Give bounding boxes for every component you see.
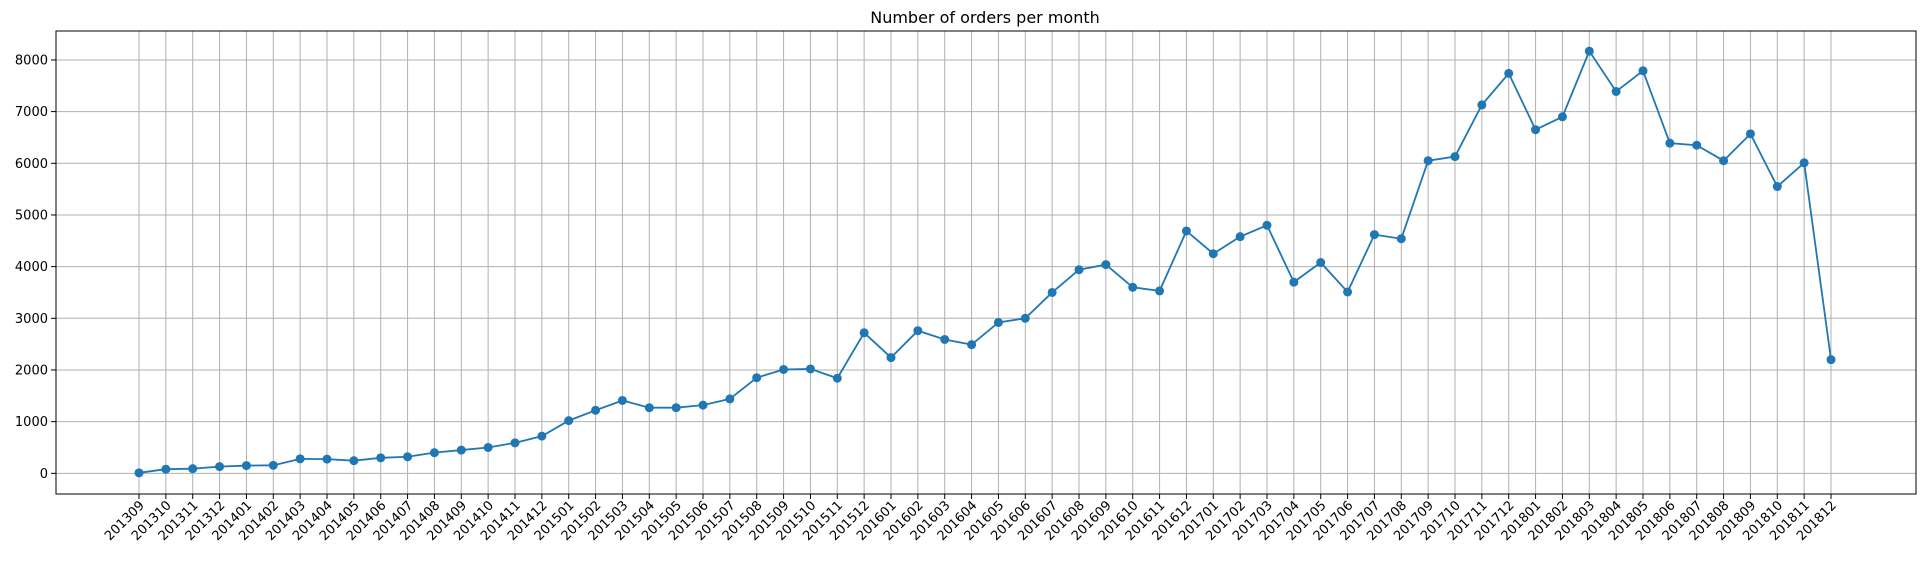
data-point <box>1772 182 1782 192</box>
data-point <box>1343 287 1353 297</box>
data-point <box>1504 68 1514 78</box>
data-point <box>483 442 493 452</box>
data-point <box>617 395 627 405</box>
grid <box>56 31 1916 494</box>
data-point <box>1396 234 1406 244</box>
data-point <box>1692 140 1702 150</box>
data-point <box>1719 156 1729 166</box>
y-tick-label: 0 <box>40 467 48 482</box>
data-point <box>779 364 789 374</box>
y-tick-label: 1000 <box>15 415 48 430</box>
data-point <box>1450 152 1460 162</box>
data-point <box>429 448 439 458</box>
x-axis: 2013092013102013112013122014012014022014… <box>102 494 1840 544</box>
data-point <box>456 445 466 455</box>
data-point <box>1262 220 1272 230</box>
series-layer <box>134 46 1836 478</box>
y-tick-label: 2000 <box>15 363 48 378</box>
y-axis: 0 1000 2000 3000 4000 5000 6000 7000 8000 <box>15 53 56 482</box>
series-line <box>138 49 1832 474</box>
data-point <box>1557 112 1567 122</box>
data-point <box>1423 156 1433 166</box>
data-point <box>1316 258 1326 267</box>
data-point <box>564 416 574 426</box>
data-point <box>161 464 171 474</box>
data-point <box>1477 100 1487 110</box>
chart-title: Number of orders per month <box>870 8 1100 27</box>
data-point <box>295 454 305 464</box>
data-point <box>403 452 413 462</box>
data-point <box>241 461 251 471</box>
data-point <box>1826 355 1836 365</box>
data-point <box>1074 265 1084 275</box>
data-point <box>1289 277 1299 287</box>
data-point <box>188 464 198 474</box>
data-point <box>349 456 359 466</box>
data-point <box>1531 125 1541 135</box>
data-point <box>886 353 896 363</box>
data-point <box>376 453 386 463</box>
y-tick-label: 8000 <box>15 53 48 68</box>
data-point <box>832 373 842 383</box>
data-point <box>1638 66 1648 76</box>
data-point <box>1155 286 1165 296</box>
data-point <box>913 326 923 336</box>
plot-frame <box>55 30 1917 495</box>
data-point <box>993 317 1003 327</box>
y-tick-label: 6000 <box>15 157 48 172</box>
data-point <box>1584 46 1594 56</box>
data-point <box>1128 282 1138 292</box>
data-point <box>1020 313 1030 323</box>
data-point <box>268 460 278 470</box>
data-point <box>940 334 950 344</box>
data-point <box>215 462 225 472</box>
data-point <box>1799 158 1809 168</box>
data-point <box>537 431 547 441</box>
data-point <box>591 405 601 415</box>
y-tick-label: 5000 <box>15 208 48 223</box>
y-tick-label: 3000 <box>15 312 48 327</box>
data-point <box>1611 86 1621 96</box>
data-point <box>1101 260 1111 270</box>
y-tick-label: 4000 <box>15 260 48 275</box>
data-point <box>967 340 977 350</box>
data-point <box>1181 226 1191 236</box>
data-point <box>859 328 869 338</box>
data-point <box>1208 249 1218 259</box>
data-point <box>510 438 520 448</box>
data-point <box>725 394 735 404</box>
data-point <box>134 468 144 478</box>
data-point <box>1235 232 1245 242</box>
data-point <box>644 403 654 413</box>
data-point <box>1047 287 1057 297</box>
data-point <box>1665 138 1675 148</box>
data-point <box>752 373 762 383</box>
data-point <box>322 454 332 464</box>
data-point <box>671 403 681 413</box>
y-tick-label: 7000 <box>15 105 48 120</box>
data-point <box>1369 230 1379 240</box>
data-point <box>1745 129 1755 139</box>
data-point <box>698 400 708 410</box>
data-point <box>805 364 815 374</box>
